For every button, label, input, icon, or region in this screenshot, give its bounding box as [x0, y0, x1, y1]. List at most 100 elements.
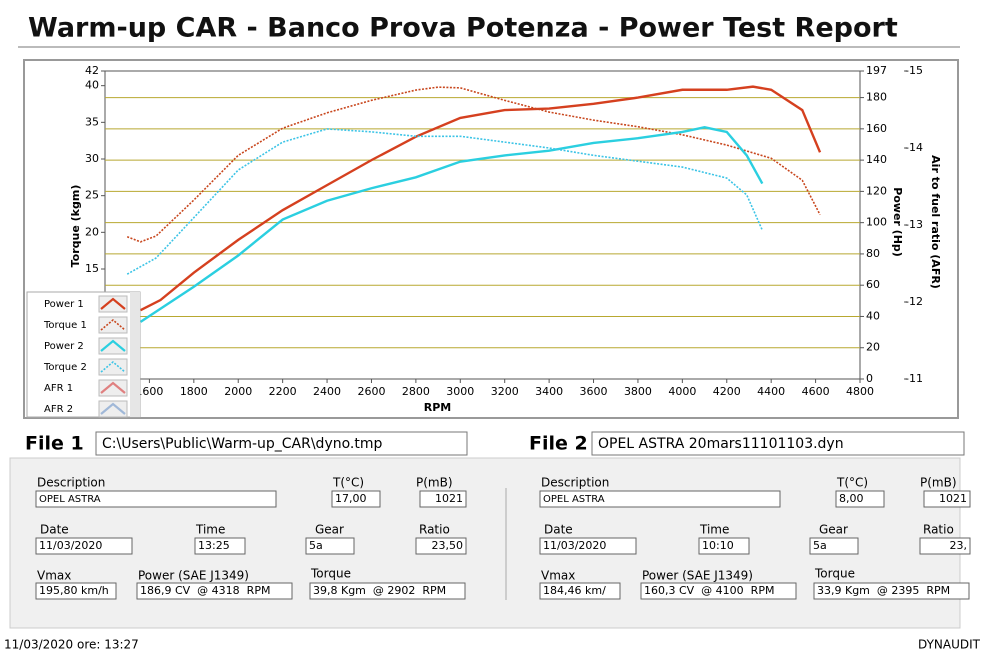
legend-swatch-box	[98, 337, 128, 355]
field-value: 33,9 Kgm @ 2395 RPM	[817, 584, 950, 597]
field-value: 17,00	[335, 492, 367, 505]
legend-label: Power 2	[44, 341, 84, 352]
file-path: C:\Users\Public\Warm-up_CAR\dyno.tmp	[102, 436, 383, 452]
field-value: 10:10	[702, 539, 734, 552]
y2-tick-label: 80	[866, 247, 880, 260]
field-label: Power (SAE J1349)	[138, 569, 249, 583]
field-box	[415, 537, 467, 555]
field-box	[309, 582, 466, 600]
field-value: 13:25	[198, 539, 230, 552]
y3-axis-label: Air to fuel ratio (AFR)	[929, 155, 942, 289]
y2-tick-label: 60	[866, 278, 880, 291]
field-label: Date	[40, 523, 69, 537]
field-value: 5a	[309, 539, 323, 552]
field-label: P(mB)	[416, 476, 453, 490]
field-label: T(°C)	[836, 476, 868, 490]
y2-tick-label: 197	[866, 64, 887, 77]
title-bar	[18, 6, 960, 50]
field-value: 160,3 CV @ 4100 RPM	[644, 584, 774, 597]
field-label: T(°C)	[332, 476, 364, 490]
field-label: Vmax	[37, 569, 71, 583]
y-tick-label: 35	[85, 115, 99, 128]
field-box	[919, 537, 971, 555]
y2-tick-label: 160	[866, 122, 887, 135]
x-tick-label: 3600	[580, 385, 608, 398]
field-value: 11/03/2020	[543, 539, 606, 552]
x-tick-label: 3000	[446, 385, 474, 398]
legend-swatch-box	[98, 358, 128, 376]
field-label: Time	[699, 523, 729, 537]
x-tick-label: 1600	[135, 385, 163, 398]
field-value: 186,9 CV @ 4318 RPM	[140, 584, 270, 597]
file-path: OPEL ASTRA 20mars11101103.dyn	[598, 436, 844, 452]
y2-tick-label: 100	[866, 216, 887, 229]
legend-swatch	[100, 381, 126, 394]
field-value: 1021	[435, 492, 463, 505]
x-tick-label: 2400	[313, 385, 341, 398]
legend-label: Torque 1	[43, 320, 87, 331]
field-box	[35, 537, 133, 555]
field-value: OPEL ASTRA	[543, 494, 605, 505]
y-tick-label: 15	[85, 262, 99, 275]
field-box	[539, 537, 637, 555]
field-label: Time	[195, 523, 225, 537]
field-label: P(mB)	[920, 476, 957, 490]
plot-area	[104, 70, 861, 380]
field-value: OPEL ASTRA	[39, 494, 101, 505]
x-tick-label: 4800	[846, 385, 874, 398]
y3-tick-label: -12	[905, 295, 923, 308]
y-tick-label: 20	[85, 225, 99, 238]
legend-swatch	[100, 360, 126, 373]
field-value: 11/03/2020	[39, 539, 102, 552]
series-line	[126, 128, 764, 275]
y2-tick-label: 140	[866, 153, 887, 166]
series-line	[139, 85, 822, 312]
footer-right: DYNAUDIT	[918, 638, 981, 652]
series-line	[139, 126, 764, 323]
field-box	[35, 490, 277, 508]
file-path-box	[591, 431, 965, 456]
field-value: 1021	[939, 492, 967, 505]
y-tick-label: 40	[85, 79, 99, 92]
y2-tick-label: 120	[866, 184, 887, 197]
legend-swatch	[100, 297, 126, 310]
field-value: 195,80 km/h	[39, 584, 109, 597]
y2-tick-label: 180	[866, 91, 887, 104]
y2-tick-label: 20	[866, 341, 880, 354]
x-tick-label: 2000	[224, 385, 252, 398]
x-tick-label: 4000	[668, 385, 696, 398]
y3-tick-label: -15	[905, 64, 923, 77]
field-box	[640, 582, 797, 600]
legend-label: Power 1	[44, 299, 84, 310]
x-tick-label: 2800	[402, 385, 430, 398]
x-tick-label: 4200	[713, 385, 741, 398]
field-value: 5a	[813, 539, 827, 552]
field-label: Description	[541, 476, 609, 490]
field-box	[194, 537, 246, 555]
field-value: 23,	[950, 539, 968, 552]
field-value: 184,46 km/	[543, 584, 606, 597]
legend-swatch	[100, 318, 126, 331]
field-label: Torque	[814, 567, 855, 581]
y-tick-label: 25	[85, 189, 99, 202]
field-box	[331, 490, 381, 508]
field-label: Ratio	[923, 523, 954, 537]
legend-label: AFR 1	[44, 383, 73, 394]
x-axis-label: RPM	[424, 401, 451, 414]
x-tick-label: 3400	[535, 385, 563, 398]
y3-tick-label: -11	[905, 372, 923, 385]
file-label: File 1	[25, 433, 84, 455]
y-tick-label: 30	[85, 152, 99, 165]
field-box	[305, 537, 355, 555]
y3-tick-label: -14	[905, 141, 923, 154]
title: Warm-up CAR - Banco Prova Potenza - Powe…	[28, 13, 898, 44]
y2-axis-label: Power (Hp)	[891, 187, 904, 257]
field-box	[923, 490, 971, 508]
field-box	[539, 490, 781, 508]
info-panel	[9, 457, 961, 629]
y3-tick-label: -13	[905, 218, 923, 231]
field-box	[813, 582, 970, 600]
y2-tick-label: 40	[866, 309, 880, 322]
